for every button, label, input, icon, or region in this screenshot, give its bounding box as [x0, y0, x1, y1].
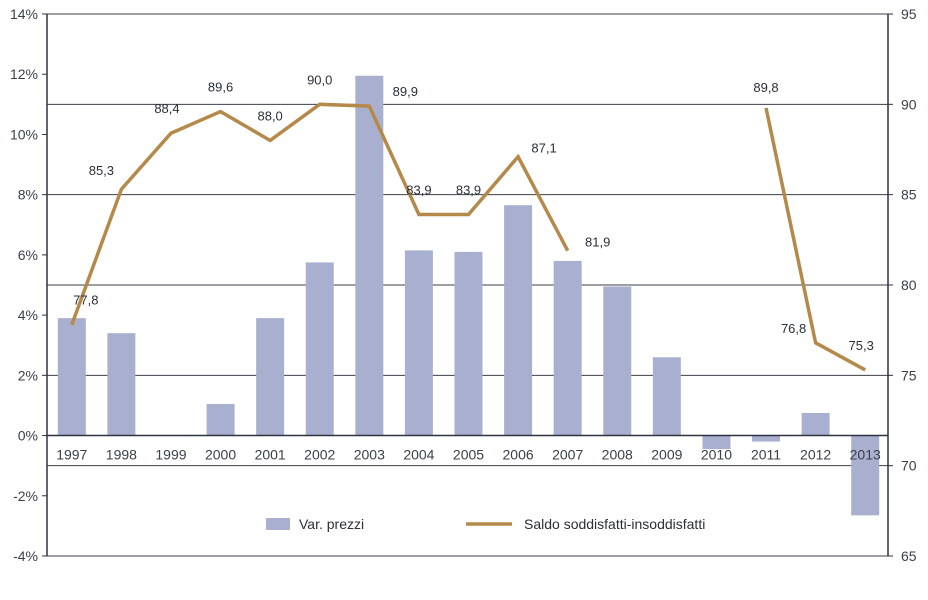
- line-data-label: 88,0: [257, 108, 282, 123]
- line-data-label: 89,8: [753, 80, 778, 95]
- bar: [652, 357, 681, 436]
- line-data-label: 83,9: [406, 183, 431, 198]
- category-label: 2003: [354, 447, 385, 463]
- left-tick-label: 12%: [10, 66, 38, 82]
- bar: [355, 75, 384, 436]
- left-tick-label: 10%: [10, 126, 38, 142]
- bar: [107, 333, 136, 436]
- category-label: 2009: [651, 447, 682, 463]
- legend-label-line: Saldo soddisfatti-insoddisfatti: [524, 516, 705, 532]
- line-data-label: 88,4: [154, 101, 179, 116]
- right-tick-label: 75: [901, 367, 917, 383]
- left-tick-label: 0%: [18, 428, 38, 444]
- bar: [702, 435, 731, 450]
- bar: [305, 262, 334, 436]
- category-label: 2006: [503, 447, 534, 463]
- line-data-label: 89,6: [208, 80, 233, 95]
- line-segment: [70, 102, 570, 326]
- category-label: 2010: [701, 447, 732, 463]
- bar: [504, 205, 533, 436]
- category-label: 2013: [850, 447, 881, 463]
- bar: [256, 318, 285, 436]
- right-tick-label: 80: [901, 277, 917, 293]
- left-tick-label: -4%: [13, 548, 38, 564]
- legend: Var. prezzi Saldo soddisfatti-insoddisfa…: [266, 516, 705, 532]
- left-tick-label: 8%: [18, 187, 38, 203]
- category-label: 1998: [106, 447, 137, 463]
- bar: [57, 318, 86, 436]
- line-data-label: 76,8: [781, 321, 806, 336]
- bar: [603, 286, 632, 436]
- line-series-saldo: [70, 102, 867, 372]
- category-label: 2001: [255, 447, 286, 463]
- category-label: 2004: [403, 447, 434, 463]
- category-label: 2005: [453, 447, 484, 463]
- left-tick-label: 4%: [18, 307, 38, 323]
- right-tick-label: 95: [901, 6, 917, 22]
- right-tick-label: 65: [901, 548, 917, 564]
- right-tick-label: 90: [901, 96, 917, 112]
- line-data-label: 77,8: [73, 293, 98, 308]
- line-data-label: 75,3: [849, 338, 874, 353]
- bar: [752, 435, 781, 442]
- line-data-label: 90,0: [307, 72, 332, 87]
- category-label: 2012: [800, 447, 831, 463]
- bar: [851, 435, 880, 516]
- left-tick-label: 2%: [18, 367, 38, 383]
- left-tick-label: 6%: [18, 247, 38, 263]
- category-label: 1999: [155, 447, 186, 463]
- left-tick-label: 14%: [10, 6, 38, 22]
- right-tick-label: 70: [901, 458, 917, 474]
- line-data-label: 83,9: [456, 183, 481, 198]
- category-label: 2008: [602, 447, 633, 463]
- bar: [404, 250, 433, 436]
- legend-label-bar: Var. prezzi: [299, 516, 364, 532]
- tick-labels: -4% -2% 0% 2% 4% 6% 8% 10% 12% 14% 65 70 75 80 85 90 95 1…: [10, 6, 917, 564]
- category-label: 2002: [304, 447, 335, 463]
- category-label: 2011: [751, 447, 781, 463]
- bar: [454, 251, 483, 436]
- right-tick-label: 85: [901, 187, 917, 203]
- category-label: 2000: [205, 447, 236, 463]
- category-label: 2007: [552, 447, 583, 463]
- bar: [206, 403, 235, 436]
- line-segment: [764, 107, 867, 372]
- bar: [801, 412, 830, 436]
- left-tick-label: -2%: [13, 488, 38, 504]
- line-data-label: 81,9: [585, 235, 610, 250]
- line-data-label: 89,9: [393, 84, 418, 99]
- line-data-label: 85,3: [89, 163, 114, 178]
- bar: [553, 260, 582, 436]
- line-data-label: 87,1: [531, 141, 556, 156]
- legend-swatch-bar: [266, 518, 290, 530]
- category-label: 1997: [56, 447, 87, 463]
- bar-series-var-prezzi: [57, 75, 880, 516]
- data-labels: 77,8 85,3 88,4 89,6 88,0 90,0 89,9 83,9 83,9 87,1…: [73, 72, 874, 353]
